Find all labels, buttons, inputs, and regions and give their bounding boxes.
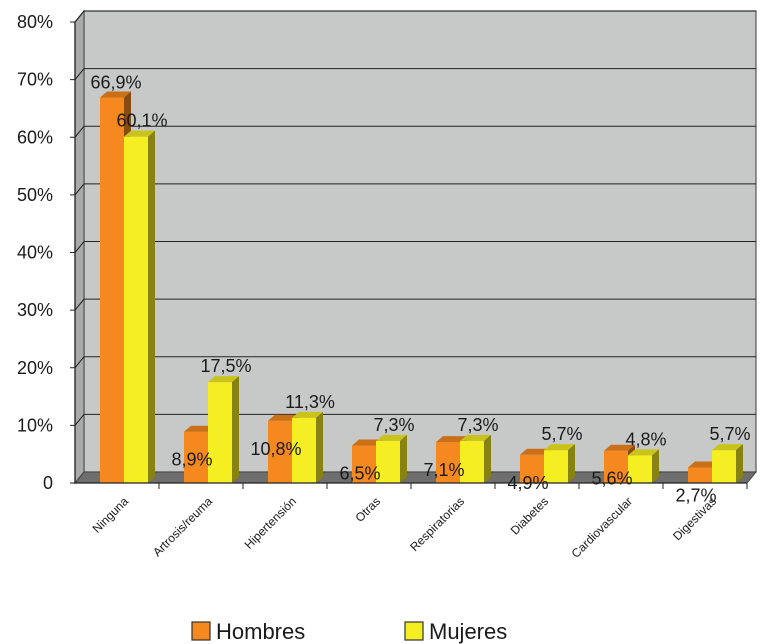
bar-mujeres-ninguna-side <box>148 130 155 483</box>
gridline <box>74 356 756 369</box>
data-label-hombres-artrosis-reuma: 8,9% <box>171 450 212 470</box>
bar-mujeres-respiratorias-top <box>460 434 491 441</box>
data-label-mujeres-artrosis-reuma: 17,5% <box>200 356 251 376</box>
bar-mujeres-hipertension <box>292 417 316 483</box>
bar-hombres-hipertension <box>268 420 292 483</box>
x-tick-label-hipertension: Hipertensión <box>242 494 300 552</box>
bar-mujeres-digestivas <box>712 450 736 483</box>
x-tick-label-respiratorias: Respiratorias <box>407 494 467 554</box>
y-tick-label: 80% <box>17 12 53 32</box>
data-label-hombres-respiratorias: 7,1% <box>423 460 464 480</box>
gridline <box>74 241 756 253</box>
data-label-hombres-ninguna: 66,9% <box>90 72 141 92</box>
bar-hombres-cardiovascular-top <box>604 444 635 451</box>
legend-swatch-hombres <box>191 621 211 641</box>
bar-mujeres-otras <box>376 440 400 483</box>
data-label-mujeres-diabetes: 5,7% <box>541 424 582 444</box>
x-axis: Ninguna Artrosis/reuma Hipertensión Otras Re… <box>75 482 748 561</box>
bar-hombres-cardiovascular <box>604 450 628 483</box>
bars <box>100 91 743 484</box>
x-tick-label-cardiovascular: Cardiovascular <box>569 494 636 561</box>
bar-mujeres-diabetes-side <box>568 444 575 483</box>
x-tick-label-artrosis-reuma: Artrosis/reuma <box>150 494 215 559</box>
data-label-hombres-otras: 6,5% <box>339 464 380 484</box>
y-tick-label: 50% <box>17 185 53 205</box>
bar-hombres-artrosis-reuma <box>184 431 208 483</box>
bar-mujeres-respiratorias <box>460 440 484 483</box>
bar-mujeres-artrosis-reuma-side <box>232 376 239 483</box>
bar-mujeres-cardiovascular-side <box>652 449 659 483</box>
bar-hombres-digestivas-top <box>688 461 719 468</box>
bar-hombres-hipertension-top <box>268 414 299 421</box>
bar-hombres-ninguna <box>100 97 124 484</box>
y-tick-label: 70% <box>17 70 53 90</box>
gridline <box>74 298 756 311</box>
data-label-mujeres-digestivas: 5,7% <box>709 424 750 444</box>
bar-hombres-diabetes-top <box>520 448 551 455</box>
bar-mujeres-hipertension-top <box>292 411 323 418</box>
data-label-mujeres-hipertension: 11,3% <box>285 392 335 412</box>
y-tick-label: 10% <box>17 415 53 435</box>
legend-label-mujeres: Mujeres <box>429 619 507 644</box>
y-axis: 0 10% 20% 30% 40% 50% 60% 70% 80% <box>17 12 76 493</box>
bar-hombres-otras-top <box>352 439 383 446</box>
bar-mujeres-cardiovascular <box>628 455 652 483</box>
bar-mujeres-hipertension-side <box>316 411 323 483</box>
bar-mujeres-ninguna-top <box>124 130 155 137</box>
y-tick-label: 40% <box>17 243 53 263</box>
bar-mujeres-otras-side <box>400 434 407 483</box>
y-tick-label: 20% <box>17 358 53 378</box>
bar-mujeres-diabetes <box>544 450 568 483</box>
gridline <box>74 183 756 196</box>
bar-hombres-artrosis-reuma-top <box>184 425 215 432</box>
x-tick-label-otras: Otras <box>352 494 383 525</box>
x-tick-label-diabetes: Diabetes <box>508 494 551 537</box>
data-labels: 66,9% 60,1% 8,9% 17,5% 10,8% 11,3% 6,5% 7,3% 7,1… <box>90 72 750 505</box>
bar-hombres-respiratorias <box>436 442 460 483</box>
bar-hombres-digestivas <box>688 467 712 483</box>
data-label-mujeres-cardiovascular: 4,8% <box>625 429 666 449</box>
gridline <box>74 125 756 138</box>
data-label-hombres-digestivas: 2,7% <box>675 485 716 505</box>
x-tick-label-ninguna: Ninguna <box>90 494 132 536</box>
bar-mujeres-respiratorias-side <box>484 434 491 483</box>
bar-hombres-otras <box>352 445 376 483</box>
bar-hombres-diabetes <box>520 454 544 483</box>
data-label-mujeres-ninguna: 60,1% <box>116 111 167 131</box>
legend-swatch-mujeres <box>404 621 424 641</box>
bar-hombres-ninguna-top <box>100 91 131 98</box>
y-tick-label: 30% <box>17 300 53 320</box>
data-label-mujeres-respiratorias: 7,3% <box>457 415 498 435</box>
chart-walls <box>73 9 758 485</box>
y-tick-label: 0 <box>43 473 53 493</box>
gridline <box>74 10 756 23</box>
gridline <box>74 68 756 80</box>
bar-mujeres-diabetes-top <box>544 444 575 451</box>
y-tick-label: 60% <box>17 127 53 147</box>
bar-mujeres-artrosis-reuma <box>208 382 232 483</box>
bar-mujeres-otras-top <box>376 434 407 441</box>
legend-label-hombres: Hombres <box>216 619 305 644</box>
bar-hombres-respiratorias-top <box>436 436 467 443</box>
bar-mujeres-ninguna <box>124 136 148 483</box>
gridline <box>74 413 756 426</box>
bar-mujeres-digestivas-top <box>712 444 743 451</box>
data-label-hombres-cardiovascular: 5,6% <box>591 469 632 489</box>
data-label-hombres-hipertension: 10,8% <box>250 439 301 459</box>
gridlines <box>74 10 756 426</box>
bar-mujeres-digestivas-side <box>736 444 743 483</box>
bar-mujeres-cardiovascular-top <box>628 449 659 456</box>
legend: Hombres Mujeres <box>191 619 507 644</box>
data-label-mujeres-otras: 7,3% <box>373 415 414 435</box>
bar-mujeres-artrosis-reuma-top <box>208 376 239 383</box>
